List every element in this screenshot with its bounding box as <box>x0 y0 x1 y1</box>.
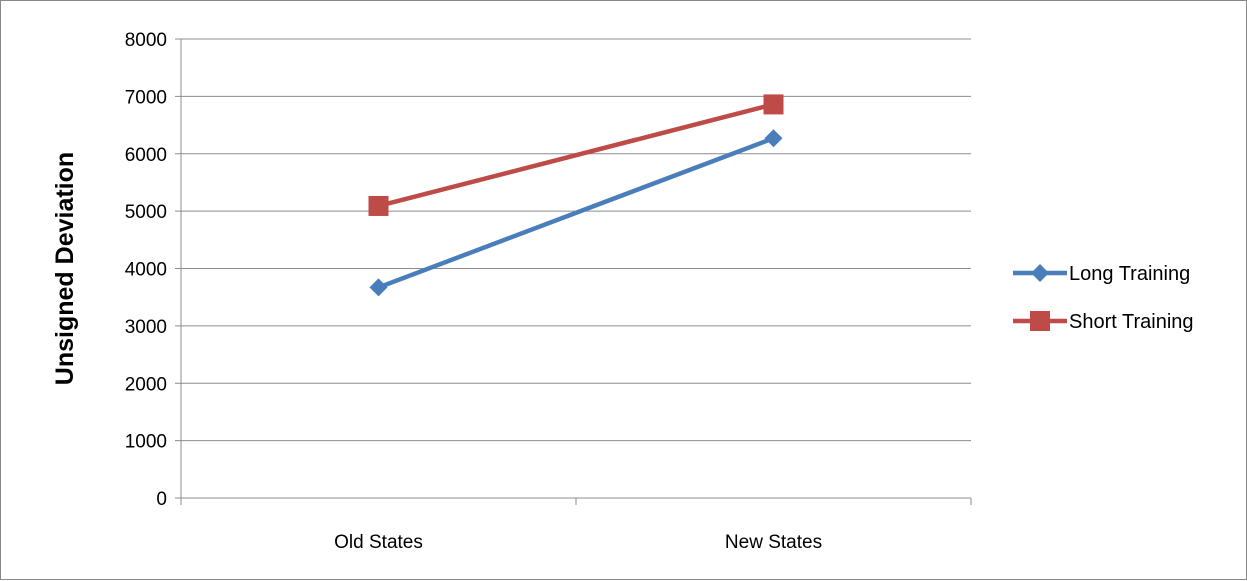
legend: Long Training Short Training <box>1013 263 1194 333</box>
legend-label: Long Training <box>1069 263 1190 285</box>
series-line-0 <box>377 136 775 290</box>
legend-marker <box>1031 264 1049 282</box>
gridlines <box>181 38 971 442</box>
data-point <box>763 94 784 115</box>
data-point <box>369 278 388 297</box>
y-axis-title: Unsigned Deviation <box>51 152 79 385</box>
y-tick-label: 8000 <box>125 30 167 51</box>
legend-label: Short Training <box>1069 311 1194 333</box>
legend-marker <box>1030 311 1050 331</box>
y-tick-label: 1000 <box>125 432 167 453</box>
data-point <box>764 129 783 148</box>
y-tick-label: 6000 <box>125 145 167 166</box>
series <box>368 94 784 297</box>
x-tick-label: Old States <box>334 532 423 553</box>
y-tick-label: 3000 <box>125 317 167 338</box>
series-line-1 <box>377 102 775 209</box>
data-point <box>368 195 389 216</box>
axes <box>175 38 972 505</box>
y-tick-label: 5000 <box>125 202 167 223</box>
y-tick-label: 2000 <box>125 374 167 395</box>
tick-labels: 0 1000 2000 3000 4000 5000 6000 7000 8000 Old Sta… <box>125 30 822 553</box>
y-tick-label: 0 <box>156 489 167 510</box>
y-tick-label: 4000 <box>125 260 167 281</box>
y-tick-label: 7000 <box>125 87 167 108</box>
x-tick-label: New States <box>725 532 822 553</box>
